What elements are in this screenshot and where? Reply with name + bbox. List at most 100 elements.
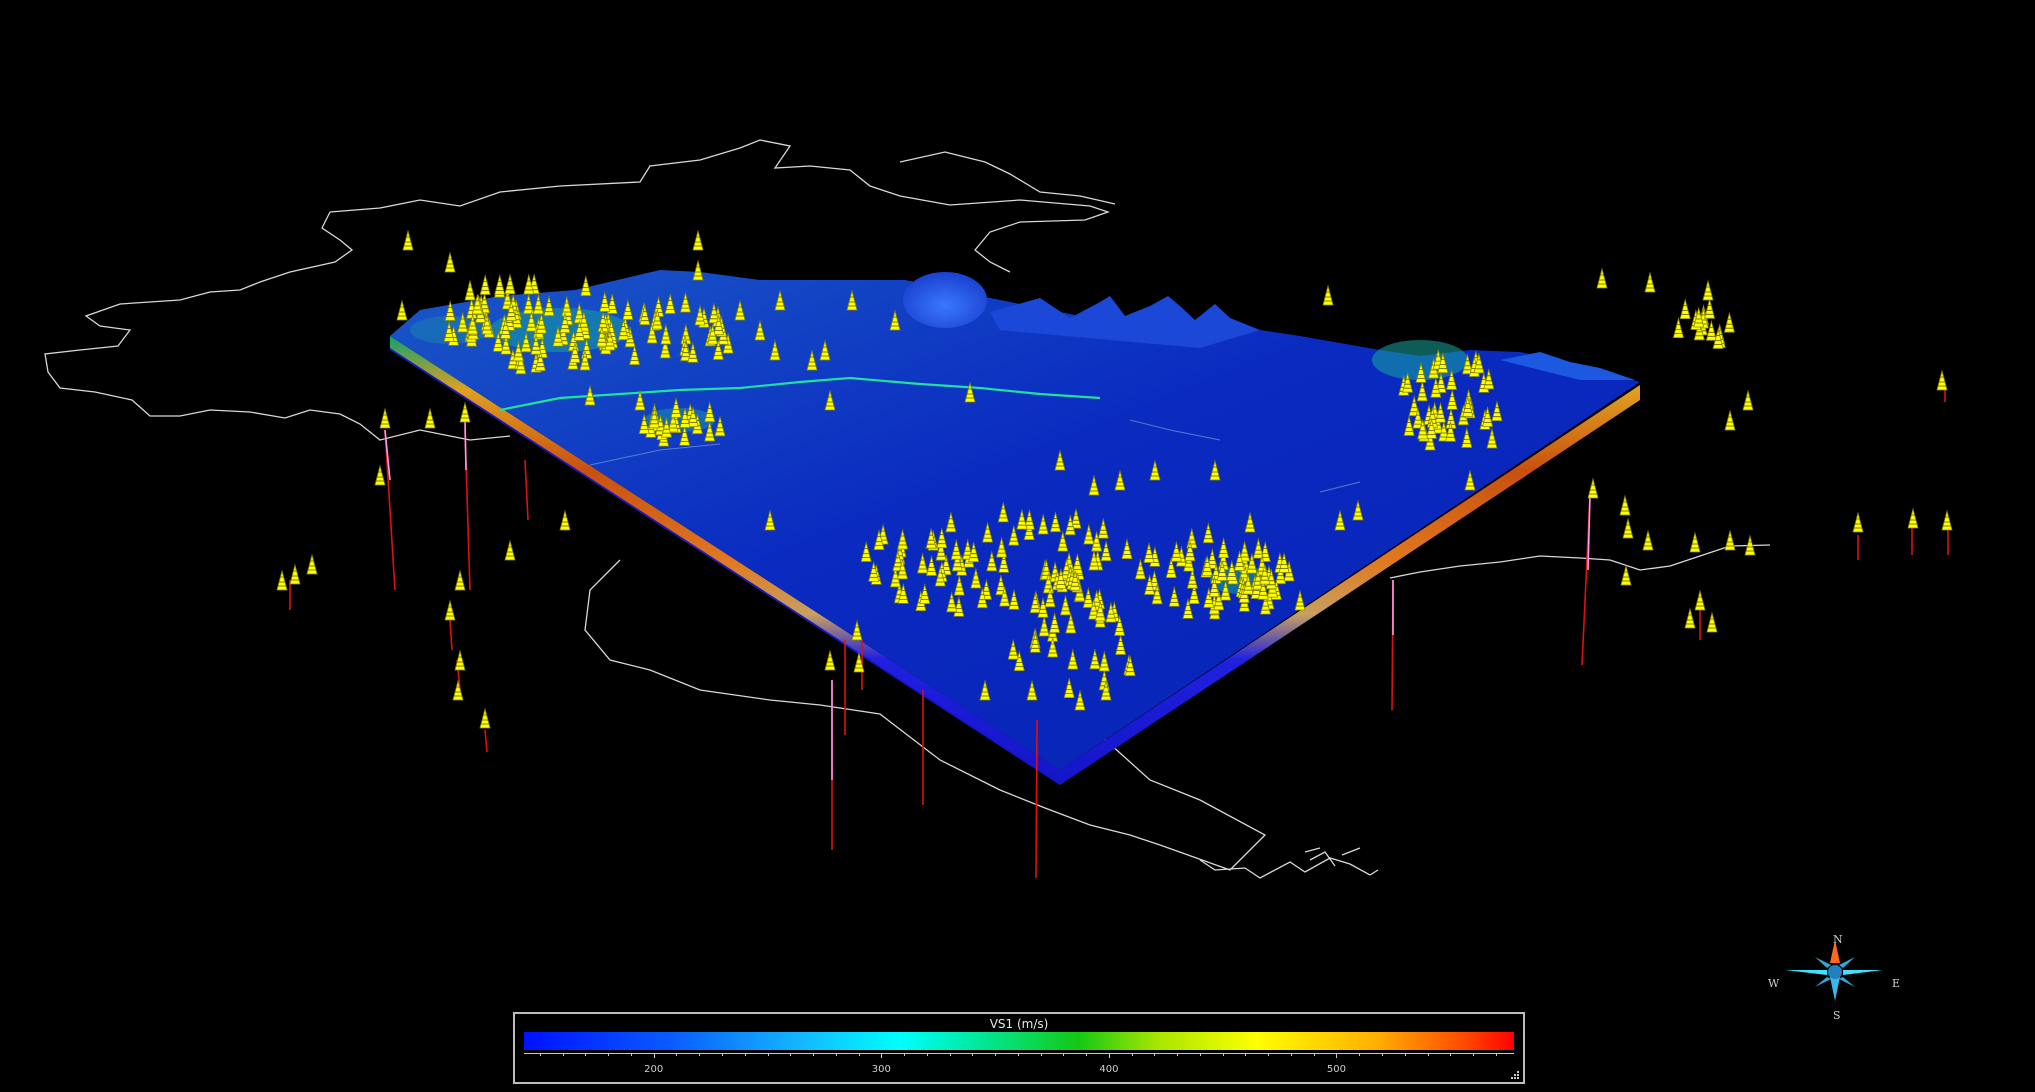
- legend-minor-tick: [926, 1054, 928, 1056]
- terrain-ridge: [990, 296, 1260, 348]
- legend-color-bar: [524, 1032, 1514, 1050]
- well-icon[interactable]: [1907, 508, 1919, 529]
- well-icon[interactable]: [1596, 268, 1608, 289]
- legend-minor-tick: [1063, 1054, 1065, 1056]
- legend-minor-tick: [1290, 1054, 1292, 1056]
- legend-minor-tick: [1359, 1054, 1361, 1056]
- legend-minor-tick: [1495, 1054, 1497, 1056]
- legend-minor-tick: [1177, 1054, 1179, 1056]
- well-icon[interactable]: [464, 280, 476, 301]
- well-icon[interactable]: [1587, 478, 1599, 499]
- legend-minor-tick: [813, 1054, 815, 1056]
- well-icon[interactable]: [1622, 518, 1634, 539]
- legend-minor-tick: [539, 1054, 541, 1056]
- legend-minor-tick: [1199, 1054, 1201, 1056]
- legend-minor-tick: [949, 1054, 951, 1056]
- terrain-hill: [903, 272, 987, 328]
- well-icon[interactable]: [1644, 272, 1656, 293]
- well-icon[interactable]: [1619, 495, 1631, 516]
- terrain-ridge-east: [1500, 352, 1635, 380]
- legend-minor-tick: [1086, 1054, 1088, 1056]
- well-icon[interactable]: [1742, 390, 1754, 411]
- well-icon[interactable]: [1694, 590, 1706, 611]
- resize-grip-icon[interactable]: [1510, 1070, 1520, 1080]
- well-icon[interactable]: [444, 252, 456, 273]
- region-boundary-line: [44, 139, 1771, 879]
- legend-minor-tick: [744, 1054, 746, 1056]
- legend-tick: [1108, 1054, 1110, 1058]
- well-icon[interactable]: [396, 300, 408, 321]
- compass-north-label: N: [1833, 933, 1843, 946]
- well-icon[interactable]: [1679, 299, 1691, 320]
- legend-minor-tick: [722, 1054, 723, 1056]
- legend-minor-tick: [1450, 1054, 1452, 1056]
- well-icon[interactable]: [1936, 370, 1948, 391]
- legend-tick: [881, 1054, 883, 1058]
- well-icon[interactable]: [580, 276, 592, 297]
- model-side-southwest: [390, 336, 1640, 785]
- legend-minor-tick: [585, 1054, 587, 1056]
- well-icon[interactable]: [494, 275, 506, 295]
- well-icon[interactable]: [1673, 318, 1684, 339]
- well-icon[interactable]: [504, 540, 516, 561]
- river-line: [499, 376, 1101, 412]
- legend-minor-tick: [790, 1054, 792, 1056]
- color-scale-legend[interactable]: VS1 (m/s) 200 300 400 500: [513, 1012, 1525, 1084]
- well-icon[interactable]: [1852, 512, 1864, 533]
- road-line: [589, 419, 1361, 493]
- well-icon[interactable]: [1689, 532, 1701, 553]
- well-icon[interactable]: [289, 564, 301, 585]
- well-icon[interactable]: [374, 465, 386, 486]
- well-icon[interactable]: [559, 510, 571, 531]
- well-icon[interactable]: [1724, 530, 1736, 551]
- well-icon[interactable]: [1704, 298, 1715, 319]
- well-icon[interactable]: [1724, 410, 1736, 431]
- legend-minor-tick: [904, 1054, 906, 1056]
- well-icon[interactable]: [1642, 530, 1654, 551]
- well-icon[interactable]: [452, 680, 464, 701]
- legend-minor-tick: [1382, 1054, 1383, 1056]
- legend-minor-tick: [1473, 1054, 1475, 1056]
- legend-minor-tick: [1017, 1054, 1019, 1056]
- legend-axis: [524, 1053, 1514, 1054]
- legend-minor-tick: [608, 1054, 610, 1056]
- legend-minor-tick: [1131, 1054, 1133, 1056]
- legend-minor-tick: [1245, 1054, 1247, 1056]
- well-icon[interactable]: [402, 230, 414, 251]
- legend-minor-tick: [1427, 1054, 1429, 1056]
- model-top-surface[interactable]: [390, 270, 1640, 770]
- well-icon[interactable]: [379, 408, 391, 429]
- well-icon[interactable]: [479, 708, 491, 729]
- well-icon[interactable]: [424, 408, 436, 429]
- legend-tick: [653, 1054, 655, 1058]
- legend-title: VS1 (m/s): [989, 1017, 1049, 1031]
- well-icon[interactable]: [692, 230, 704, 251]
- model-side-fill: [390, 348, 1060, 785]
- well-icon[interactable]: [1706, 612, 1718, 633]
- well-icon[interactable]: [454, 570, 466, 591]
- well-icon[interactable]: [1941, 510, 1953, 531]
- legend-minor-tick: [767, 1054, 769, 1056]
- well-icon[interactable]: [1724, 312, 1735, 333]
- well-icon[interactable]: [306, 554, 318, 575]
- legend-tick: [1336, 1054, 1338, 1058]
- well-icon[interactable]: [479, 275, 491, 295]
- well-icon[interactable]: [1702, 280, 1714, 301]
- well-icon[interactable]: [504, 274, 516, 295]
- well-icon[interactable]: [1620, 565, 1632, 586]
- well-icon[interactable]: [444, 600, 456, 621]
- legend-minor-tick: [1404, 1054, 1406, 1056]
- compass-rose-icon: [1785, 940, 1883, 1001]
- legend-minor-tick: [1222, 1054, 1224, 1056]
- well-icon[interactable]: [1684, 608, 1696, 629]
- well-icon[interactable]: [1322, 285, 1334, 306]
- compass-east-label: E: [1892, 977, 1901, 990]
- legend-minor-tick: [835, 1054, 837, 1056]
- legend-minor-tick: [699, 1054, 701, 1056]
- legend-tick-label: 300: [871, 1064, 891, 1075]
- well-icon[interactable]: [276, 570, 288, 591]
- legend-tick-label: 400: [1099, 1064, 1119, 1075]
- well-icon[interactable]: [824, 650, 836, 671]
- well-icon[interactable]: [692, 260, 704, 281]
